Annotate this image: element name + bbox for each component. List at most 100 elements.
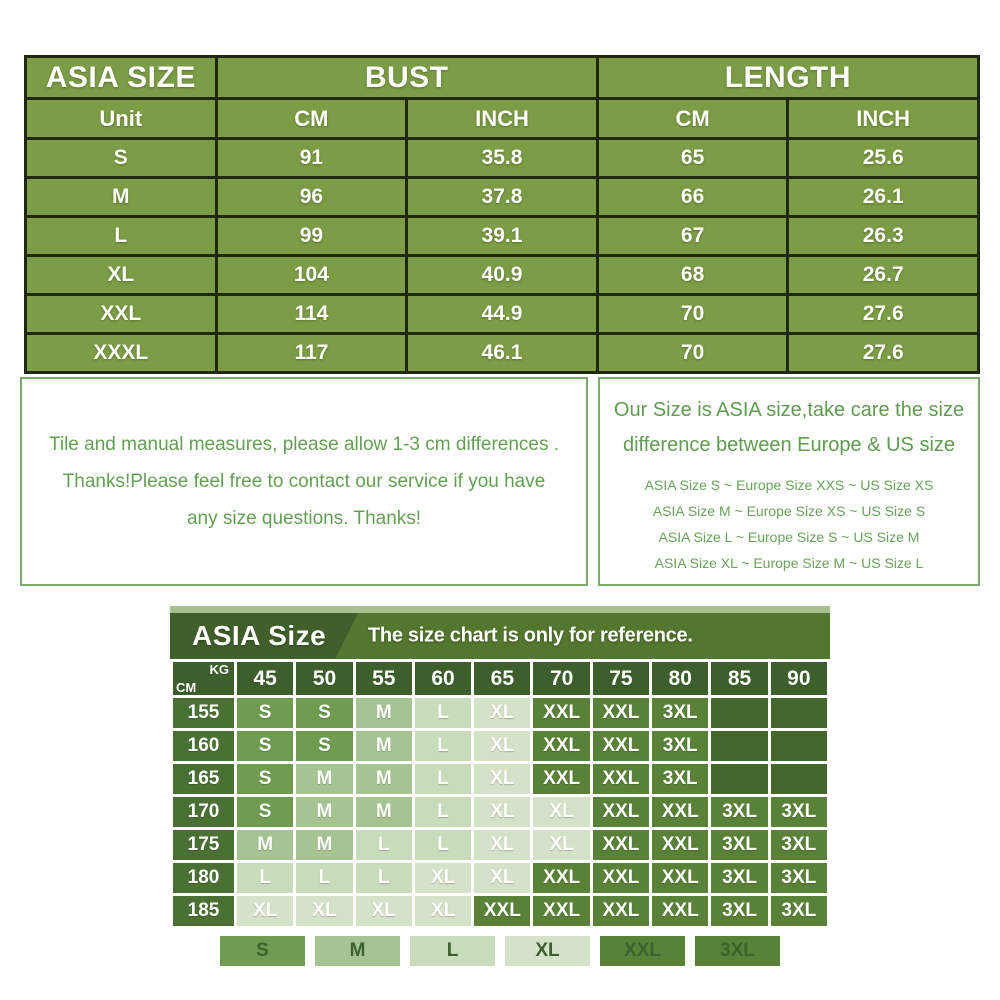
height-row: 180 L L L XL XL XXL XXL XXL 3XL 3XL (170, 860, 831, 896)
measurement-value: 96 (214, 176, 409, 218)
height-row: 175 M M L L XL XL XXL XXL 3XL 3XL (170, 827, 831, 863)
size-cell: M (352, 794, 415, 830)
size-cell: XXL (589, 860, 653, 896)
region-note-title: difference between Europe & US size (622, 434, 956, 456)
empty-size-cell (708, 695, 771, 731)
height-header-cell: 170 (170, 794, 237, 830)
legend-block: 3XL (695, 936, 780, 966)
measurement-value: 26.3 (786, 215, 980, 257)
size-cell: 3XL (708, 893, 771, 929)
size-cell: 3XL (649, 761, 712, 797)
legend-block: L (410, 936, 495, 966)
measurement-value: 117 (214, 332, 409, 374)
size-cell: S (233, 695, 297, 731)
size-cell: XXL (530, 893, 593, 929)
measurement-value: 44.9 (405, 293, 599, 335)
height-header-cell: 185 (170, 893, 237, 929)
size-cell: 3XL (649, 695, 712, 731)
measurement-value: 114 (214, 293, 409, 335)
size-label: M (24, 176, 218, 218)
empty-size-cell (767, 728, 831, 764)
chart-subtitle: The size chart is only for reference. (368, 624, 693, 647)
measurement-value: 27.6 (786, 332, 980, 374)
size-cell: 3XL (708, 860, 771, 896)
empty-size-cell (767, 761, 831, 797)
chart-title: ASIA Size (192, 620, 327, 651)
empty-size-cell (708, 761, 771, 797)
size-cell: S (233, 761, 297, 797)
height-header-cell: 165 (170, 761, 237, 797)
size-cell: XL (411, 893, 475, 929)
measurement-value: 70 (595, 332, 790, 374)
measurement-value: 26.7 (786, 254, 980, 296)
size-cell: XL (233, 893, 297, 929)
weight-header-cell: 85 (708, 659, 771, 698)
size-cell: M (293, 761, 356, 797)
size-cell: L (411, 728, 475, 764)
weight-height-grid: KG CM 45 50 55 60 65 70 75 80 85 90 155 S S M L XL XXL X… (170, 659, 831, 929)
size-conversion-line: ASIA Size L ~ Europe Size S ~ US Size M (658, 529, 920, 545)
unit-header-cell: INCH (786, 97, 980, 140)
measurement-value: 70 (595, 293, 790, 335)
size-cell: XXL (589, 695, 653, 731)
size-cell: 3XL (767, 827, 831, 863)
size-cell: XL (530, 827, 593, 863)
measurement-value: 104 (214, 254, 409, 296)
measurement-value: 26.1 (786, 176, 980, 218)
size-cell: XL (293, 893, 356, 929)
size-label: XXL (24, 293, 218, 335)
size-cell: L (411, 695, 475, 731)
group-header-row: ASIA SIZE BUST LENGTH (24, 55, 981, 100)
size-label: L (24, 215, 218, 257)
size-cell: XXL (649, 827, 712, 863)
weight-header-cell: 90 (767, 659, 831, 698)
size-cell: L (233, 860, 297, 896)
size-cell: XL (471, 827, 534, 863)
measurement-value: 68 (595, 254, 790, 296)
measurement-value: 40.9 (405, 254, 599, 296)
weight-height-chart: ASIA Size The size chart is only for ref… (170, 606, 831, 966)
size-cell: M (352, 761, 415, 797)
size-cell: L (411, 761, 475, 797)
size-cell: XXL (589, 794, 653, 830)
size-conversion-list: ASIA Size S ~ Europe Size XXS ~ US Size … (600, 472, 978, 576)
empty-size-cell (708, 728, 771, 764)
unit-header-cell: CM (214, 97, 409, 140)
measurement-value: 46.1 (405, 332, 599, 374)
size-legend: S M L XL XXL 3XL (170, 936, 830, 966)
weight-header-row: KG CM 45 50 55 60 65 70 75 80 85 90 (170, 659, 831, 698)
measurement-value: 25.6 (786, 137, 980, 179)
empty-size-cell (767, 695, 831, 731)
weight-header-cell: 75 (589, 659, 653, 698)
height-header-cell: 155 (170, 695, 237, 731)
size-cell: XXL (649, 794, 712, 830)
legend-block: S (220, 936, 305, 966)
chart-header-wedge (170, 613, 359, 659)
measurement-table: ASIA SIZE BUST LENGTH Unit CM INCH CM INCH S… (24, 55, 981, 374)
size-cell: XL (471, 728, 534, 764)
legend-block: XL (505, 936, 590, 966)
size-row: M 96 37.8 66 26.1 (24, 176, 980, 218)
measurement-value: 99 (214, 215, 409, 257)
size-cell: S (233, 728, 297, 764)
size-cell: XXL (649, 860, 712, 896)
size-cell: L (411, 827, 475, 863)
size-label: XL (24, 254, 218, 296)
size-cell: S (233, 794, 297, 830)
size-cell: L (352, 827, 415, 863)
size-row: S 91 35.8 65 25.6 (24, 137, 980, 179)
measure-note-line: Tile and manual measures, please allow 1… (48, 434, 560, 455)
length-header: LENGTH (595, 55, 981, 100)
chart-header: ASIA Size The size chart is only for ref… (170, 613, 830, 659)
size-cell: XL (471, 695, 534, 731)
height-row: 185 XL XL XL XL XXL XXL XXL XXL 3XL 3XL (170, 893, 831, 929)
size-cell: XXL (471, 893, 534, 929)
measurement-value: 27.6 (786, 293, 980, 335)
cm-axis-label: CM (176, 680, 197, 695)
size-conversion-line: ASIA Size S ~ Europe Size XXS ~ US Size … (644, 477, 934, 493)
measurement-value: 35.8 (405, 137, 599, 179)
measurement-value: 91 (214, 137, 409, 179)
size-cell: XL (530, 794, 593, 830)
size-cell: XXL (589, 827, 653, 863)
